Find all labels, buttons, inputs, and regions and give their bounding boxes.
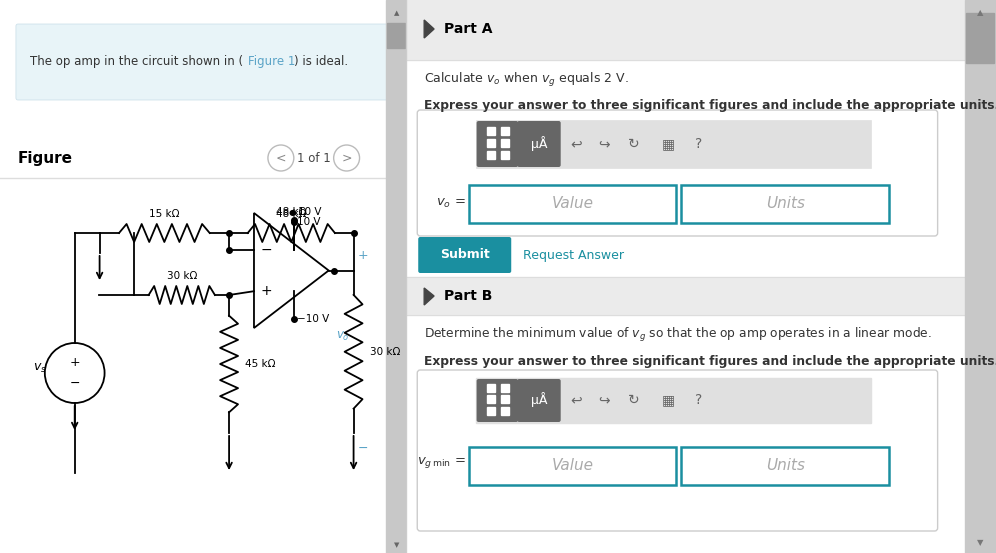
Text: +: +: [260, 284, 272, 298]
Text: Express your answer to three significant figures and include the appropriate uni: Express your answer to three significant…: [424, 354, 996, 368]
Bar: [966, 13, 994, 63]
Text: Request Answer: Request Answer: [523, 248, 624, 262]
Text: ↩: ↩: [571, 137, 583, 151]
Text: 10 V: 10 V: [298, 207, 322, 217]
Text: 48 kΩ: 48 kΩ: [276, 209, 307, 219]
Circle shape: [268, 145, 294, 171]
Text: Value: Value: [552, 458, 594, 473]
Text: Part B: Part B: [444, 289, 492, 303]
Bar: [501, 127, 509, 135]
Bar: [487, 407, 495, 415]
Bar: [501, 151, 509, 159]
Polygon shape: [424, 20, 434, 38]
Text: μÅ: μÅ: [531, 393, 547, 408]
Text: Submit: Submit: [440, 248, 490, 262]
Text: Figure 1: Figure 1: [248, 55, 296, 69]
Bar: [487, 139, 495, 147]
Text: Part A: Part A: [444, 22, 492, 36]
Bar: [965, 0, 996, 553]
FancyBboxPatch shape: [469, 447, 676, 485]
Text: 1 of 1: 1 of 1: [297, 152, 331, 164]
Text: Units: Units: [766, 196, 805, 211]
Bar: [406, 277, 975, 315]
Text: ▲: ▲: [393, 10, 399, 16]
Circle shape: [334, 145, 360, 171]
Text: Units: Units: [766, 458, 805, 473]
Text: ▼: ▼: [393, 542, 399, 548]
Text: Determine the minimum value of $v_g$ so that the op amp operates in a linear mod: Determine the minimum value of $v_g$ so …: [424, 326, 932, 344]
Text: −: −: [358, 441, 369, 455]
FancyBboxPatch shape: [477, 121, 518, 167]
Bar: [487, 384, 495, 392]
Text: ↻: ↻: [628, 137, 639, 151]
Text: 48 kΩ: 48 kΩ: [276, 207, 307, 217]
Bar: [387, 23, 405, 48]
FancyBboxPatch shape: [681, 185, 889, 223]
Bar: [487, 151, 495, 159]
Bar: [386, 0, 406, 553]
Text: 10 V: 10 V: [297, 217, 321, 227]
Bar: [501, 395, 509, 403]
Polygon shape: [424, 288, 434, 305]
Text: Value: Value: [552, 196, 594, 211]
Text: −10 V: −10 V: [297, 314, 329, 324]
Text: Calculate $v_o$ when $v_g$ equals 2 V.: Calculate $v_o$ when $v_g$ equals 2 V.: [424, 71, 628, 89]
Text: Figure: Figure: [18, 150, 73, 165]
Text: −: −: [260, 243, 272, 257]
FancyBboxPatch shape: [681, 447, 889, 485]
Text: ↪: ↪: [599, 137, 610, 151]
Text: ↩: ↩: [571, 393, 583, 407]
Text: ●: ●: [288, 208, 296, 217]
FancyBboxPatch shape: [477, 379, 518, 422]
Bar: [501, 139, 509, 147]
Text: 30 kΩ: 30 kΩ: [370, 347, 399, 357]
FancyBboxPatch shape: [417, 370, 937, 531]
Bar: [501, 384, 509, 392]
Text: $v_o$: $v_o$: [336, 330, 350, 343]
Text: ?: ?: [694, 393, 702, 407]
Bar: [476, 120, 872, 168]
FancyBboxPatch shape: [16, 24, 390, 100]
Text: ▦: ▦: [662, 393, 675, 407]
FancyBboxPatch shape: [517, 121, 561, 167]
Text: ) is ideal.: ) is ideal.: [294, 55, 348, 69]
Text: $v_s$: $v_s$: [33, 362, 47, 374]
Bar: [487, 127, 495, 135]
FancyBboxPatch shape: [517, 379, 561, 422]
Text: +: +: [70, 357, 80, 369]
Text: >: >: [342, 152, 352, 164]
Text: $v_o$ =: $v_o$ =: [436, 196, 466, 210]
Bar: [476, 378, 872, 423]
Text: −: −: [70, 377, 80, 389]
Text: +: +: [358, 249, 369, 262]
Text: <: <: [276, 152, 286, 164]
Text: $v_{g\,\mathrm{min}}$ =: $v_{g\,\mathrm{min}}$ =: [416, 456, 466, 471]
Text: Express your answer to three significant figures and include the appropriate uni: Express your answer to three significant…: [424, 100, 996, 112]
Text: 30 kΩ: 30 kΩ: [166, 271, 197, 281]
FancyBboxPatch shape: [469, 185, 676, 223]
Text: ↻: ↻: [628, 393, 639, 407]
Text: 45 kΩ: 45 kΩ: [245, 359, 276, 369]
FancyBboxPatch shape: [417, 110, 937, 236]
Text: ▲: ▲: [977, 8, 983, 18]
Bar: [487, 395, 495, 403]
Text: ↪: ↪: [599, 393, 610, 407]
Text: μÅ: μÅ: [531, 137, 547, 152]
Text: The op amp in the circuit shown in (: The op amp in the circuit shown in (: [30, 55, 243, 69]
Text: ?: ?: [694, 137, 702, 151]
Text: ▦: ▦: [662, 137, 675, 151]
FancyBboxPatch shape: [418, 237, 511, 273]
Text: ▼: ▼: [977, 539, 983, 547]
Text: 15 kΩ: 15 kΩ: [149, 209, 179, 219]
Bar: [406, 0, 975, 60]
Bar: [501, 407, 509, 415]
